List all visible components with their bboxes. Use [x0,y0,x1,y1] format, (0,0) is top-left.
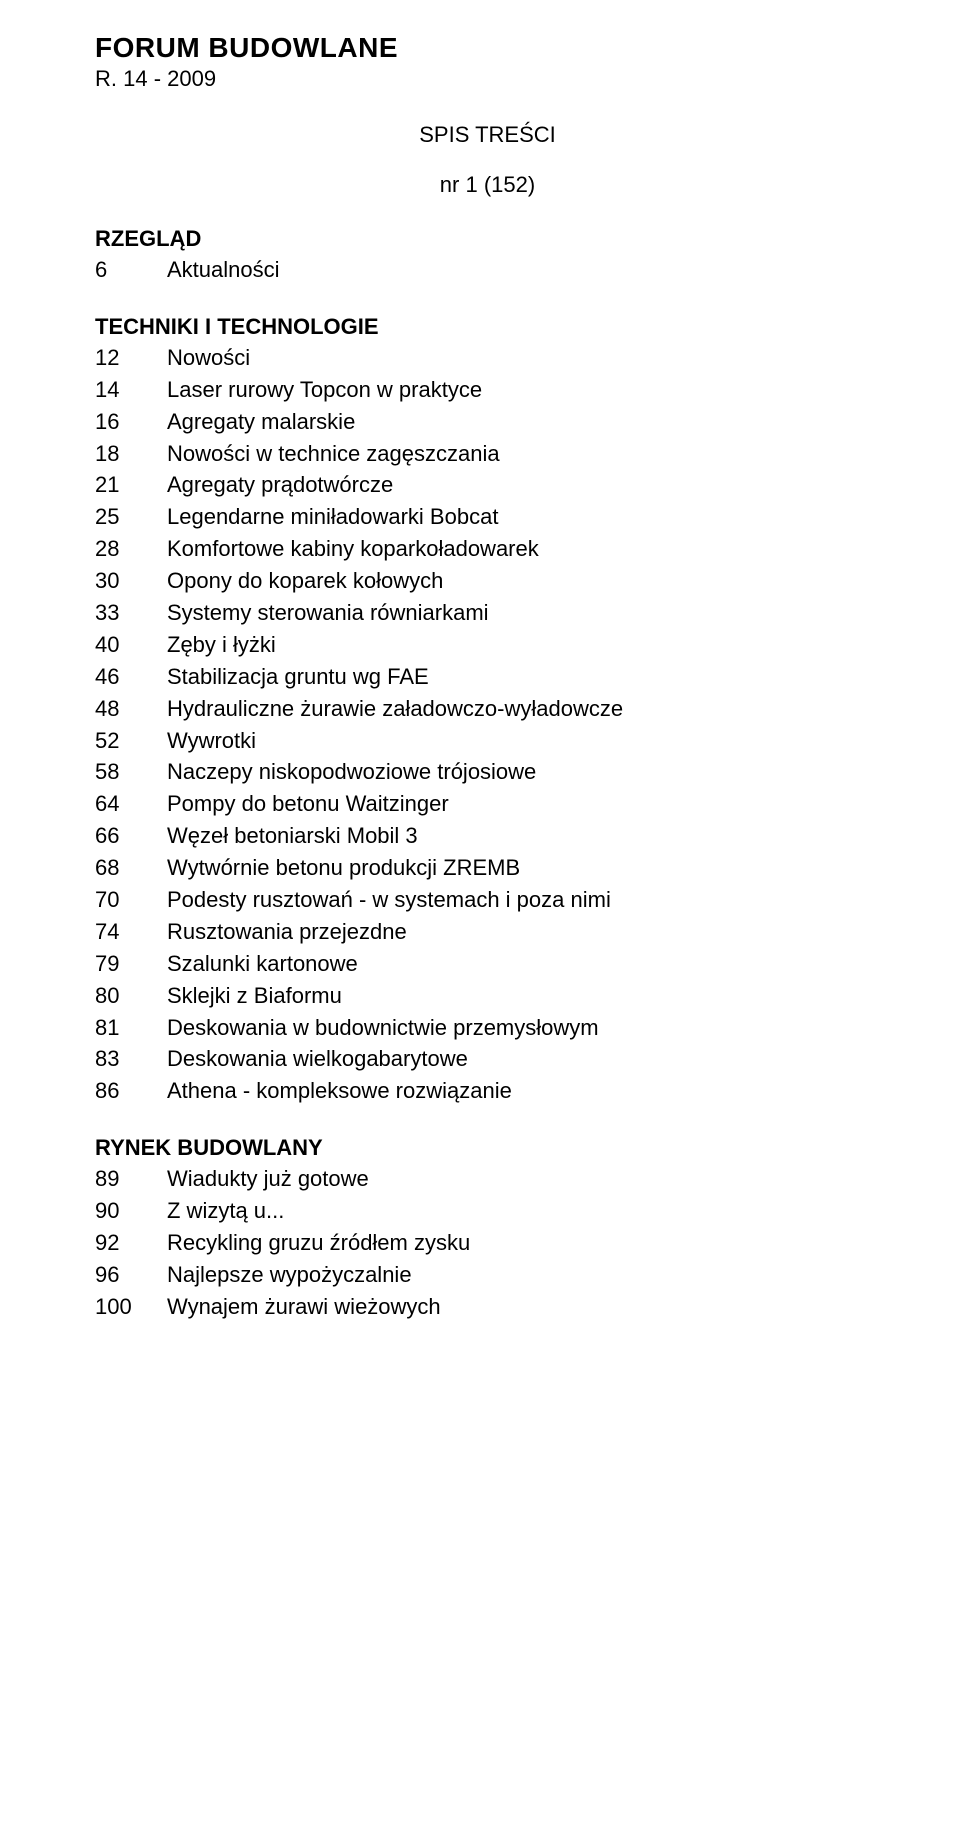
toc-entry-title: Wiadukty już gotowe [167,1163,880,1195]
toc-entry-title: Wytwórnie betonu produkcji ZREMB [167,852,880,884]
toc-row: 21Agregaty prądotwórcze [95,469,880,501]
toc-page-number: 6 [95,254,167,286]
toc-row: 64Pompy do betonu Waitzinger [95,788,880,820]
toc-row: 70Podesty rusztowań - w systemach i poza… [95,884,880,916]
toc-entry-title: Hydrauliczne żurawie załadowczo-wyładowc… [167,693,880,725]
toc-page-number: 100 [95,1291,167,1323]
toc-row: 68Wytwórnie betonu produkcji ZREMB [95,852,880,884]
toc-page-number: 79 [95,948,167,980]
toc-entry-title: Nowości w technice zagęszczania [167,438,880,470]
toc-row: 28Komfortowe kabiny koparkoładowarek [95,533,880,565]
toc-entry-title: Stabilizacja gruntu wg FAE [167,661,880,693]
toc-page-number: 16 [95,406,167,438]
toc-page-number: 25 [95,501,167,533]
toc-page-number: 92 [95,1227,167,1259]
toc-entry-title: Deskowania w budownictwie przemysłowym [167,1012,880,1044]
toc-label: SPIS TREŚCI [95,122,880,148]
toc-page-number: 81 [95,1012,167,1044]
toc-page-number: 89 [95,1163,167,1195]
toc-row: 80Sklejki z Biaformu [95,980,880,1012]
toc-entry-title: Węzeł betoniarski Mobil 3 [167,820,880,852]
toc-page-number: 28 [95,533,167,565]
toc-entry-title: Agregaty malarskie [167,406,880,438]
toc-page-number: 86 [95,1075,167,1107]
toc-row: 74Rusztowania przejezdne [95,916,880,948]
toc-row: 83Deskowania wielkogabarytowe [95,1043,880,1075]
toc-page-number: 12 [95,342,167,374]
issue-line: R. 14 - 2009 [95,66,880,92]
toc-page-number: 83 [95,1043,167,1075]
toc-entry-title: Nowości [167,342,880,374]
toc-page-number: 33 [95,597,167,629]
toc-page-number: 21 [95,469,167,501]
toc-body: RZEGLĄD6Aktualności TECHNIKI I TECHNOLOGI… [95,226,880,1323]
toc-entry-title: Z wizytą u... [167,1195,880,1227]
toc-entry-title: Laser rurowy Topcon w praktyce [167,374,880,406]
toc-row: 40Zęby i łyżki [95,629,880,661]
masthead-title: FORUM BUDOWLANE [95,32,880,64]
toc-entry-title: Wynajem żurawi wieżowych [167,1291,880,1323]
toc-entry-title: Agregaty prądotwórcze [167,469,880,501]
toc-page-number: 46 [95,661,167,693]
toc-row: 90Z wizytą u... [95,1195,880,1227]
toc-row: 12Nowości [95,342,880,374]
toc-row: 14Laser rurowy Topcon w praktyce [95,374,880,406]
toc-row: 89Wiadukty już gotowe [95,1163,880,1195]
toc-entry-title: Sklejki z Biaformu [167,980,880,1012]
toc-row: 30Opony do koparek kołowych [95,565,880,597]
toc-entry-title: Pompy do betonu Waitzinger [167,788,880,820]
toc-page-number: 66 [95,820,167,852]
toc-row: 6Aktualności [95,254,880,286]
toc-entry-title: Recykling gruzu źródłem zysku [167,1227,880,1259]
toc-page-number: 64 [95,788,167,820]
toc-entry-title: Systemy sterowania równiarkami [167,597,880,629]
section-heading: RZEGLĄD [95,226,880,252]
toc-row: 25Legendarne miniładowarki Bobcat [95,501,880,533]
toc-page-number: 80 [95,980,167,1012]
toc-entry-title: Podesty rusztowań - w systemach i poza n… [167,884,880,916]
toc-page-number: 18 [95,438,167,470]
toc-entry-title: Aktualności [167,254,880,286]
toc-entry-title: Legendarne miniładowarki Bobcat [167,501,880,533]
toc-entry-title: Zęby i łyżki [167,629,880,661]
toc-row: 92Recykling gruzu źródłem zysku [95,1227,880,1259]
toc-entry-title: Szalunki kartonowe [167,948,880,980]
toc-row: 66Węzeł betoniarski Mobil 3 [95,820,880,852]
toc-page-number: 40 [95,629,167,661]
toc-row: 81Deskowania w budownictwie przemysłowym [95,1012,880,1044]
toc-page-number: 96 [95,1259,167,1291]
section-heading: TECHNIKI I TECHNOLOGIE [95,314,880,340]
toc-entry-title: Wywrotki [167,725,880,757]
toc-entry-title: Rusztowania przejezdne [167,916,880,948]
toc-entry-title: Najlepsze wypożyczalnie [167,1259,880,1291]
toc-page-number: 90 [95,1195,167,1227]
toc-row: 86Athena - kompleksowe rozwiązanie [95,1075,880,1107]
toc-entry-title: Naczepy niskopodwoziowe trójosiowe [167,756,880,788]
toc-entry-title: Komfortowe kabiny koparkoładowarek [167,533,880,565]
toc-entry-title: Athena - kompleksowe rozwiązanie [167,1075,880,1107]
toc-row: 79Szalunki kartonowe [95,948,880,980]
toc-page-number: 52 [95,725,167,757]
toc-page-number: 70 [95,884,167,916]
toc-entry-title: Opony do koparek kołowych [167,565,880,597]
toc-row: 48Hydrauliczne żurawie załadowczo-wyłado… [95,693,880,725]
toc-row: 100Wynajem żurawi wieżowych [95,1291,880,1323]
toc-row: 33Systemy sterowania równiarkami [95,597,880,629]
toc-row: 58Naczepy niskopodwoziowe trójosiowe [95,756,880,788]
toc-row: 16Agregaty malarskie [95,406,880,438]
section-heading: RYNEK BUDOWLANY [95,1135,880,1161]
toc-page-number: 74 [95,916,167,948]
toc-page-number: 30 [95,565,167,597]
document-page: FORUM BUDOWLANE R. 14 - 2009 SPIS TREŚCI… [0,0,960,1363]
issue-number: nr 1 (152) [95,172,880,198]
toc-row: 46Stabilizacja gruntu wg FAE [95,661,880,693]
toc-entry-title: Deskowania wielkogabarytowe [167,1043,880,1075]
toc-row: 18Nowości w technice zagęszczania [95,438,880,470]
toc-row: 52Wywrotki [95,725,880,757]
toc-page-number: 68 [95,852,167,884]
toc-page-number: 58 [95,756,167,788]
toc-page-number: 48 [95,693,167,725]
toc-row: 96Najlepsze wypożyczalnie [95,1259,880,1291]
toc-page-number: 14 [95,374,167,406]
